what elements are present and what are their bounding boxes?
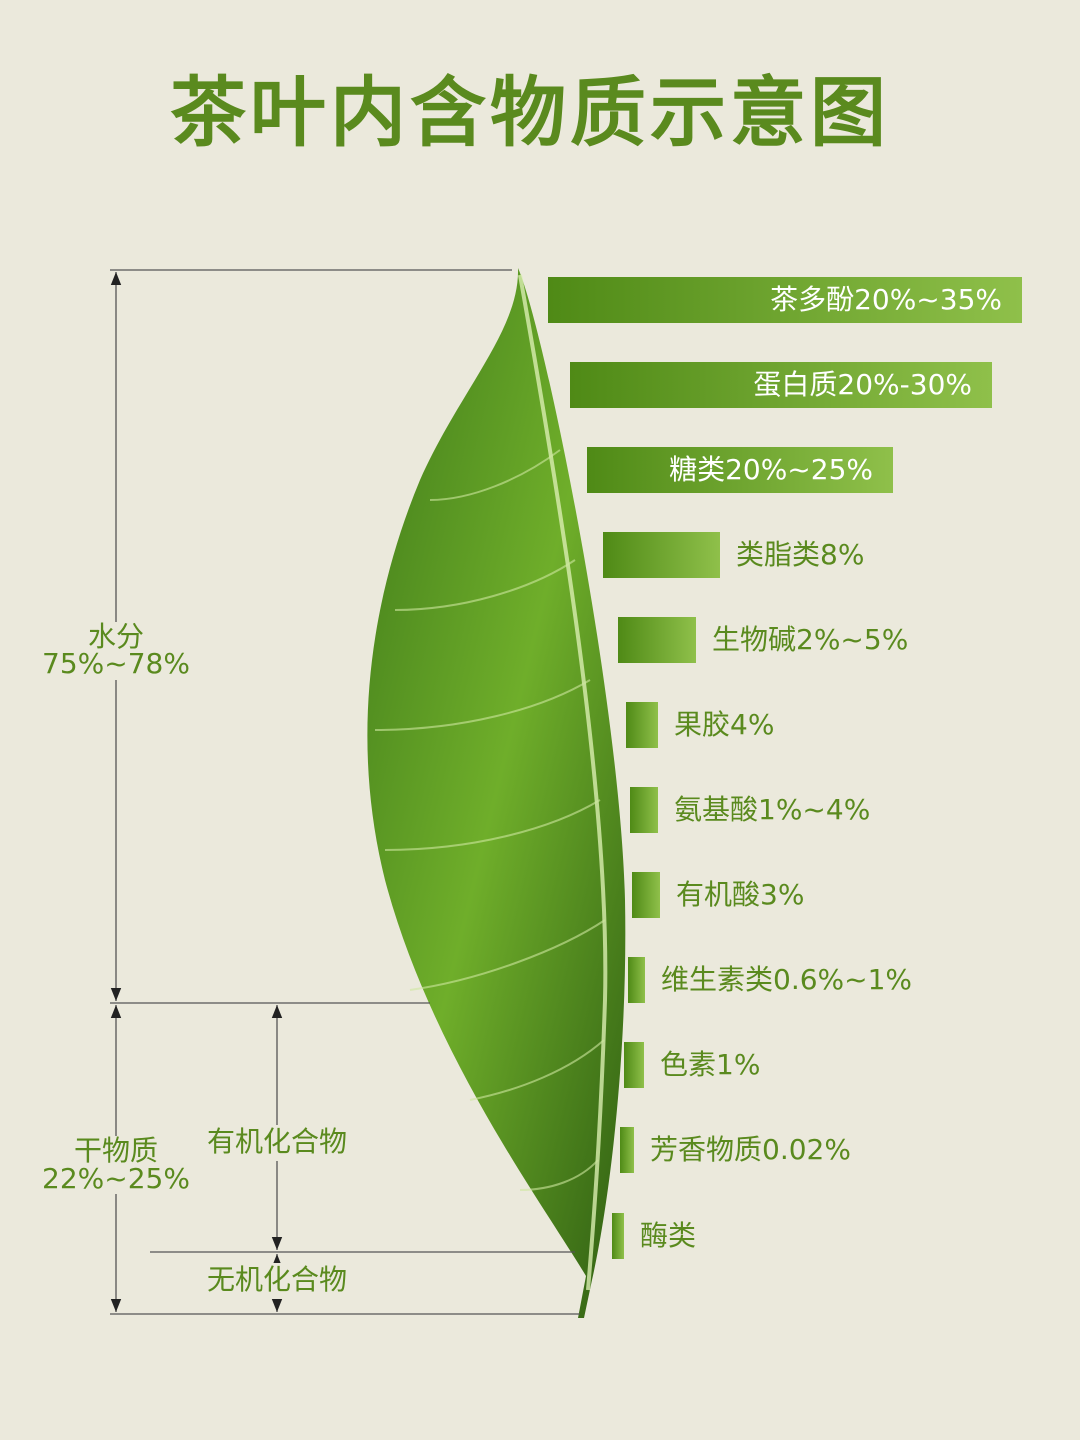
label-bg bbox=[40, 622, 192, 680]
bar bbox=[618, 617, 696, 663]
water-label: 水分 bbox=[88, 620, 144, 653]
bar bbox=[628, 957, 645, 1003]
bar bbox=[626, 702, 658, 748]
bar bbox=[620, 1127, 634, 1173]
dimensions bbox=[110, 269, 580, 1315]
bar bbox=[548, 277, 1022, 323]
component-label: 生物碱2%~5% bbox=[712, 623, 908, 656]
bar bbox=[587, 447, 893, 493]
component-label: 蛋白质20%-30% bbox=[753, 368, 972, 401]
dry-range: 22%~25% bbox=[42, 1162, 190, 1195]
component-label: 氨基酸1%~4% bbox=[674, 793, 870, 826]
label-bg bbox=[40, 1136, 192, 1194]
component-label: 类脂类8% bbox=[736, 538, 864, 571]
bar bbox=[624, 1042, 644, 1088]
label-bg bbox=[200, 1263, 354, 1299]
component-label: 茶多酚20%~35% bbox=[770, 283, 1002, 316]
bar bbox=[570, 362, 992, 408]
component-label: 维生素类0.6%~1% bbox=[661, 963, 912, 996]
bar bbox=[603, 532, 720, 578]
dry-label: 干物质 bbox=[74, 1134, 158, 1167]
bar bbox=[630, 787, 658, 833]
organic-label: 有机化合物 bbox=[207, 1125, 347, 1158]
component-label: 糖类20%~25% bbox=[669, 453, 873, 486]
bar bbox=[612, 1213, 624, 1259]
component-label: 色素1% bbox=[660, 1048, 760, 1081]
component-label: 芳香物质0.02% bbox=[650, 1133, 851, 1166]
water-range: 75%~78% bbox=[42, 647, 190, 680]
label-bg bbox=[200, 1125, 354, 1161]
component-label: 有机酸3% bbox=[676, 878, 804, 911]
component-label: 果胶4% bbox=[674, 708, 774, 741]
inorganic-label: 无机化合物 bbox=[207, 1263, 347, 1296]
bar bbox=[632, 872, 660, 918]
title: 茶叶内含物质示意图 bbox=[170, 68, 890, 157]
leaf bbox=[367, 268, 626, 1318]
component-label: 酶类 bbox=[640, 1219, 696, 1252]
